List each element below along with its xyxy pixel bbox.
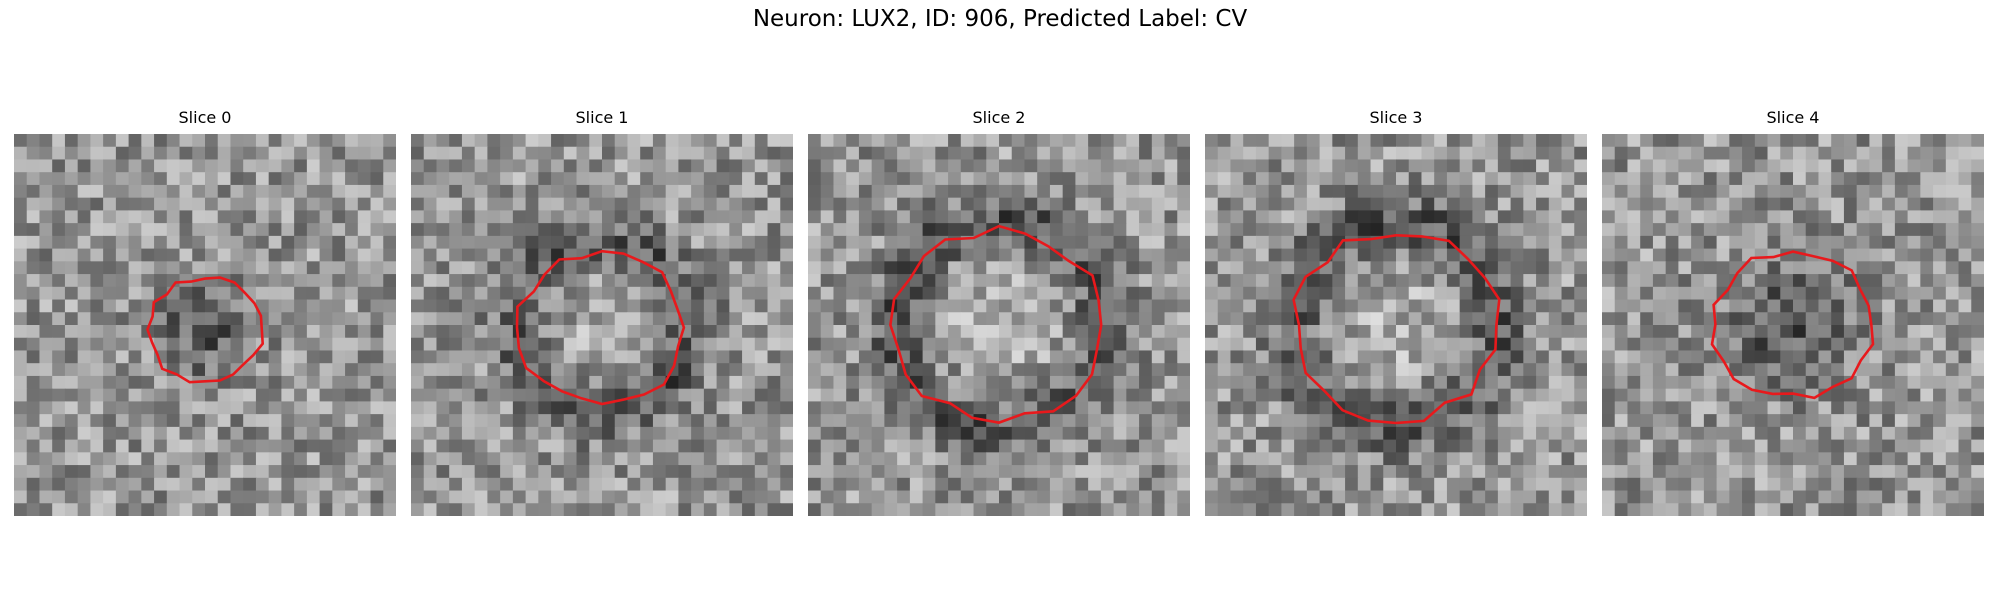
slice-title: Slice 2 [972, 108, 1026, 127]
slice-image [411, 134, 793, 516]
slice-pixel-grid [14, 134, 396, 516]
slice-image [14, 134, 396, 516]
roi-outline [889, 224, 1103, 424]
slice-pixel-grid [1205, 134, 1587, 516]
slice-title: Slice 4 [1766, 108, 1820, 127]
roi-outline [1710, 250, 1875, 400]
figure-title: Neuron: LUX2, ID: 906, Predicted Label: … [752, 6, 1248, 32]
roi-outline [146, 276, 265, 384]
slice-pixel-grid [808, 134, 1190, 516]
roi-outline [1292, 233, 1501, 425]
roi-outline [515, 249, 686, 406]
slice-title: Slice 3 [1369, 108, 1423, 127]
slice-image [1205, 134, 1587, 516]
slice-image [1602, 134, 1984, 516]
slice-image [808, 134, 1190, 516]
slice-pixel-grid [411, 134, 793, 516]
slice-pixel-grid [1602, 134, 1984, 516]
slice-title: Slice 0 [178, 108, 232, 127]
slice-title: Slice 1 [575, 108, 629, 127]
